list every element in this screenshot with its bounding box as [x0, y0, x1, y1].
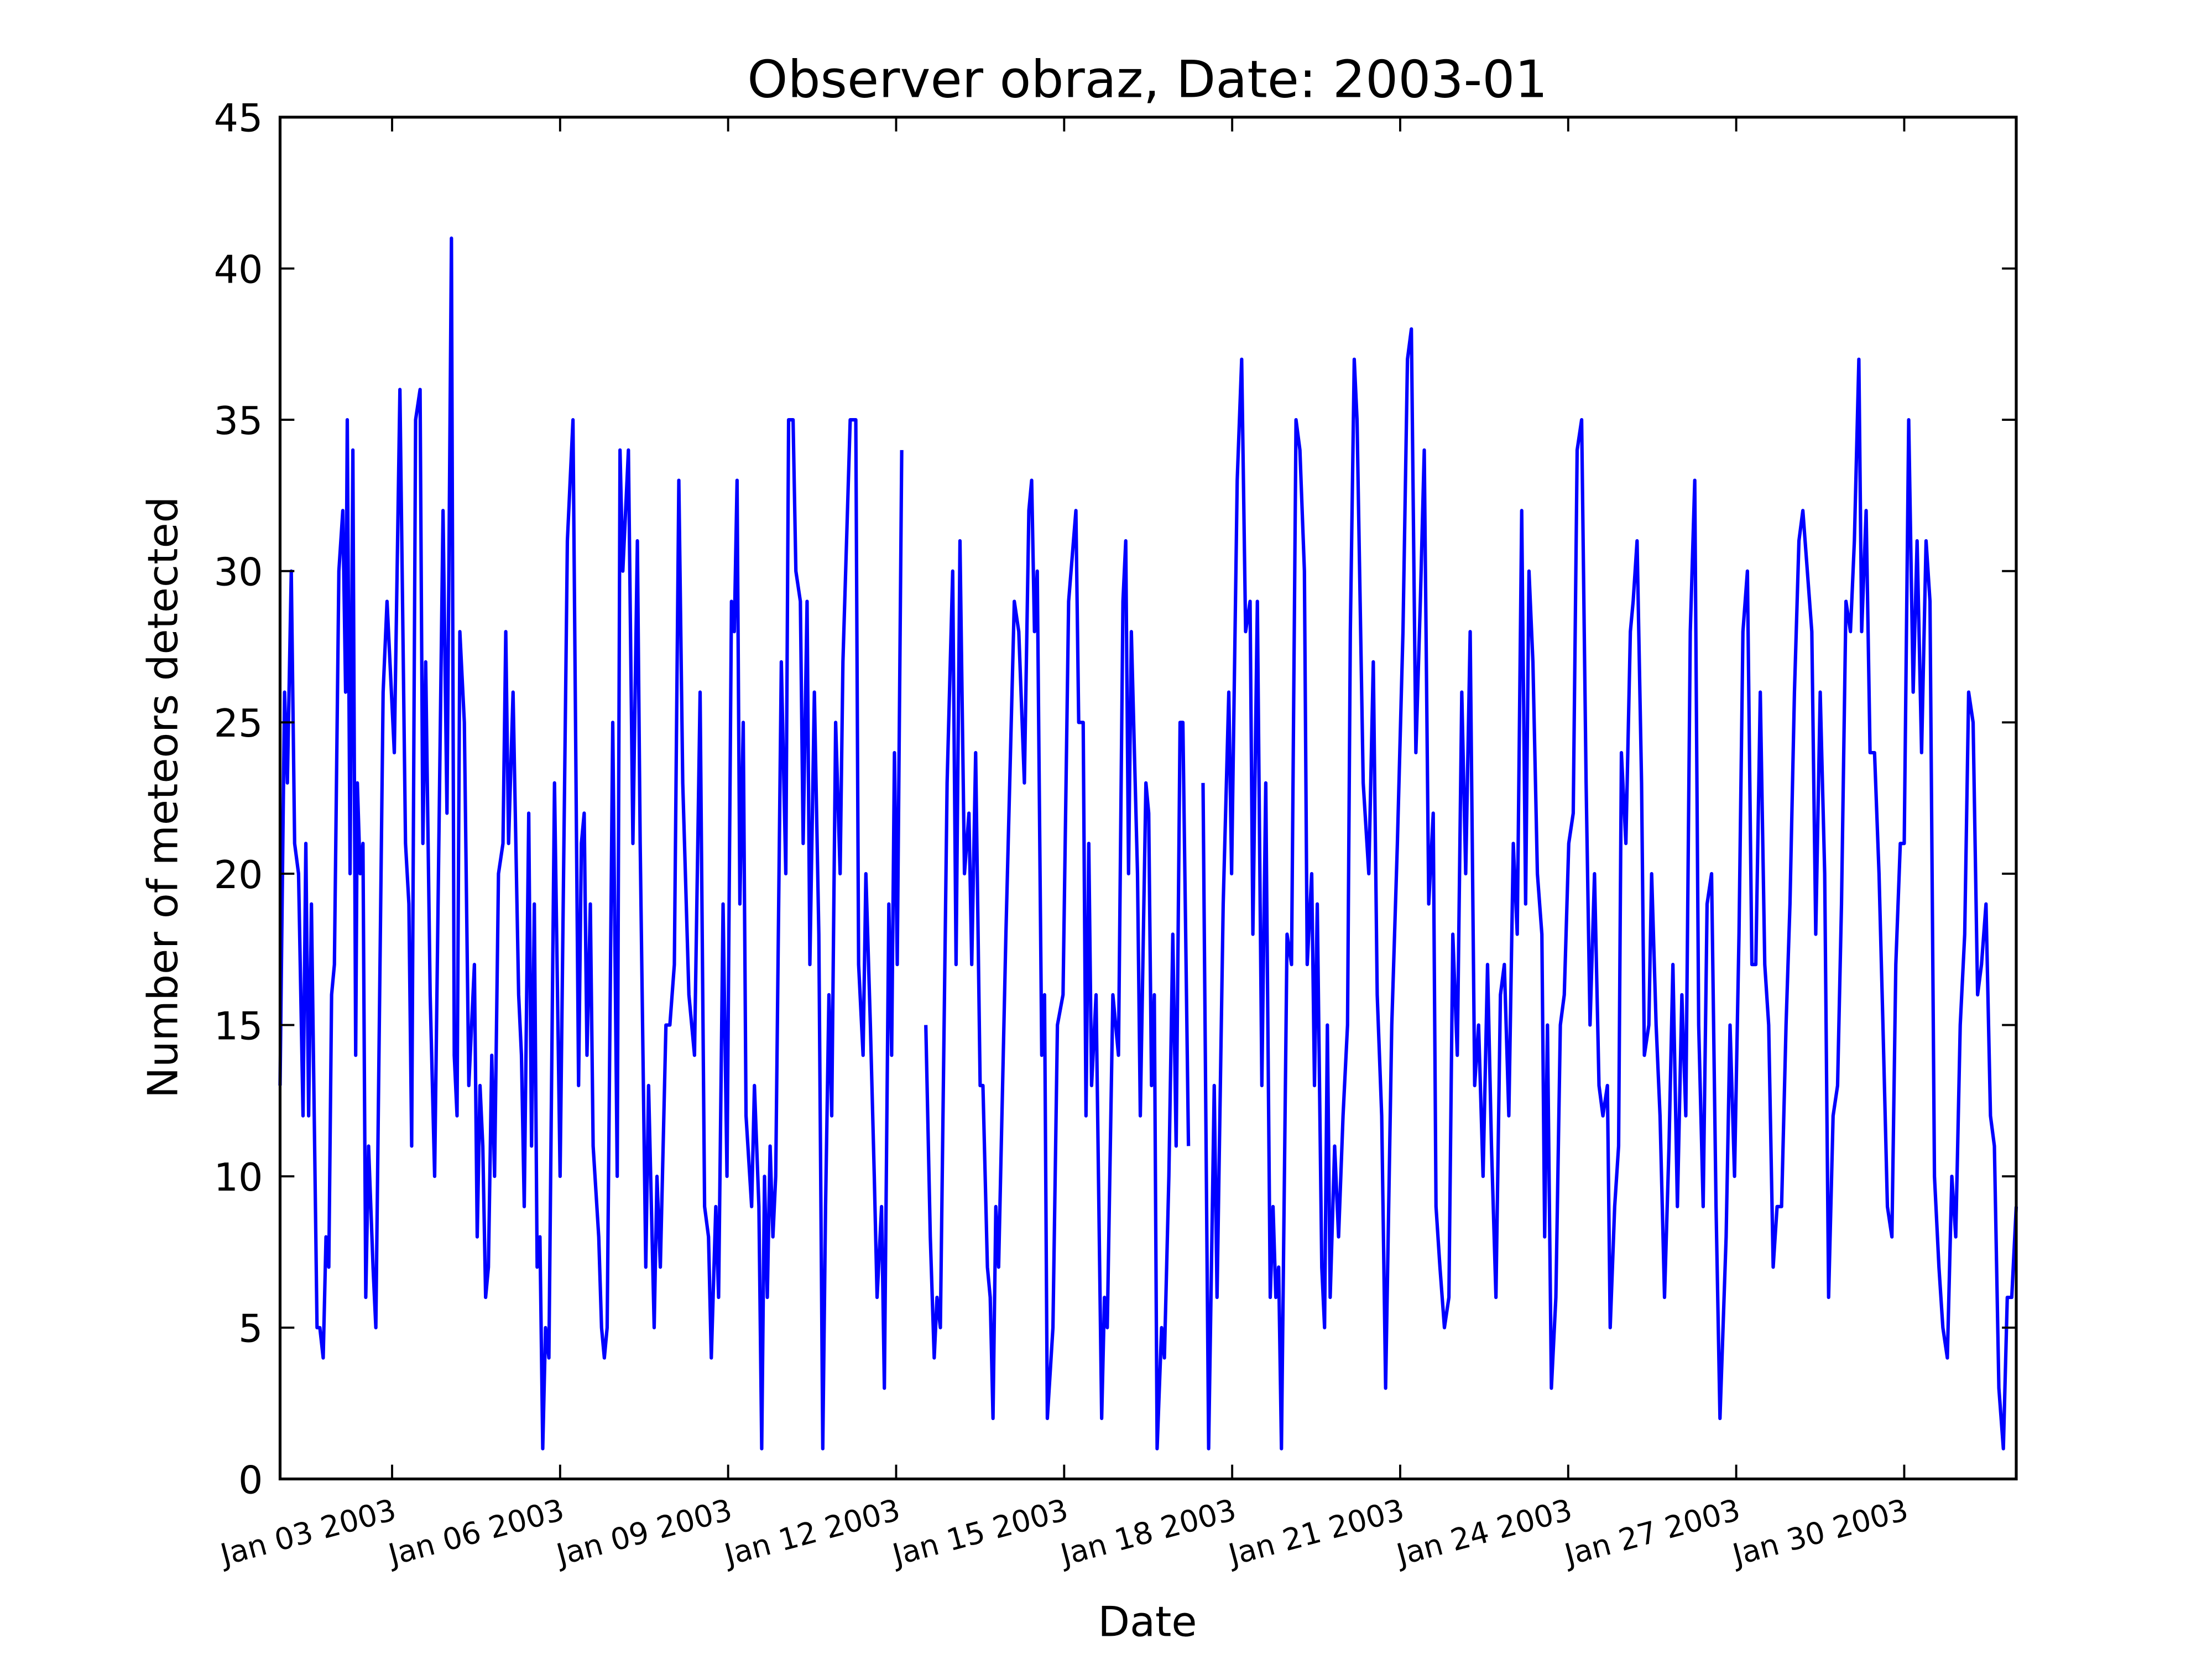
y-tick-label: 20	[214, 853, 263, 898]
y-tick-label: 5	[238, 1307, 263, 1352]
y-tick-label: 30	[214, 550, 263, 595]
y-tick-label: 15	[214, 1004, 263, 1048]
y-axis-label: Number of meteors detected	[138, 497, 187, 1098]
y-tick-label: 0	[238, 1458, 263, 1503]
y-tick-label: 10	[214, 1155, 263, 1200]
data-line	[278, 236, 2018, 1451]
y-tick-label: 35	[214, 399, 263, 444]
y-tick-label: 25	[214, 701, 263, 746]
y-tick-label: 45	[214, 96, 263, 141]
x-axis-label: Date	[1098, 1598, 1197, 1646]
chart-title: Observer obraz, Date: 2003-01	[747, 50, 1547, 109]
axes-frame	[278, 116, 2018, 1481]
plot-area	[278, 236, 2018, 1451]
y-tick-label: 40	[214, 247, 263, 292]
